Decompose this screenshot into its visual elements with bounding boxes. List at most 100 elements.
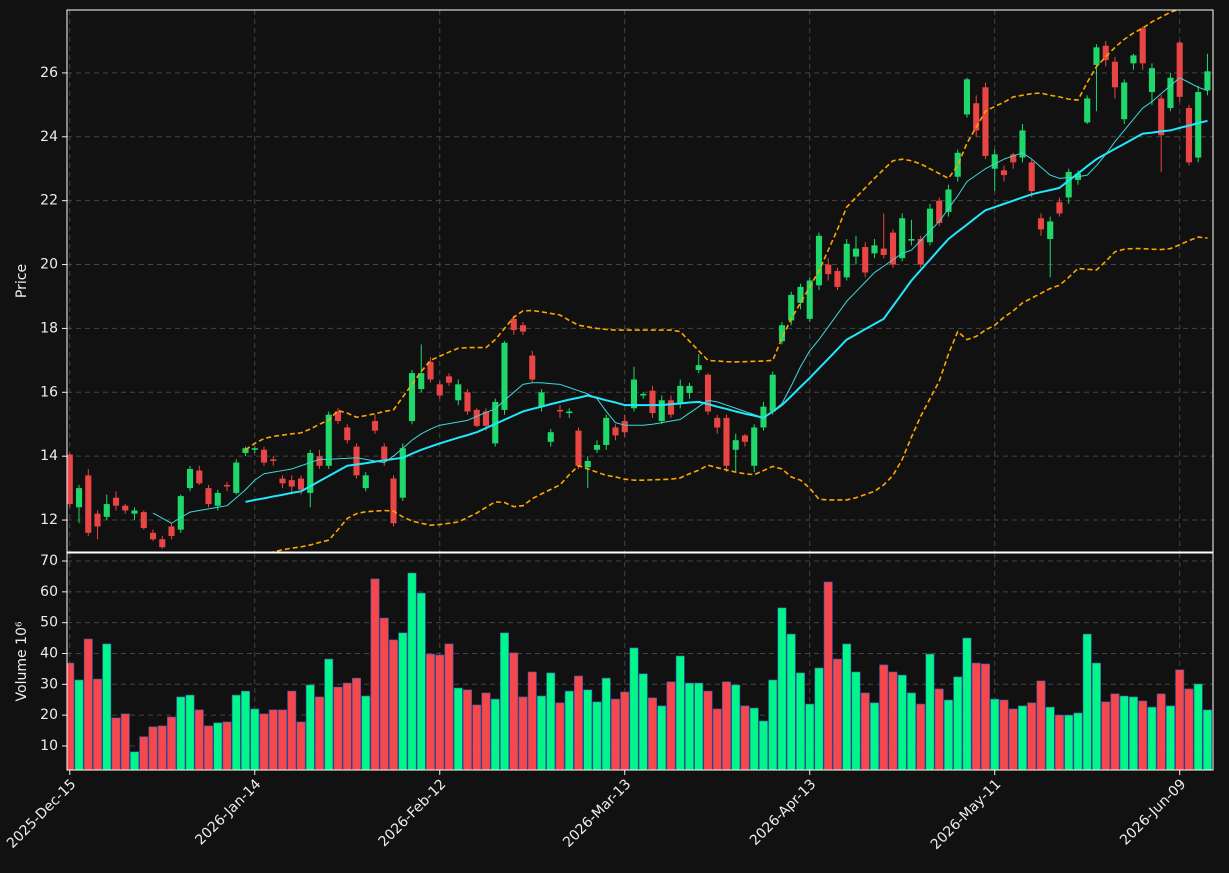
candle-body [510, 318, 517, 331]
volume-bar [231, 694, 241, 770]
candle-body [260, 449, 268, 463]
volume-bar [870, 702, 879, 770]
volume-plot [67, 553, 1213, 770]
volume-bar [204, 725, 213, 770]
volume-bar [675, 655, 685, 770]
candle-body [954, 152, 961, 177]
volume-bar [1138, 700, 1148, 770]
volume-bar [962, 637, 972, 770]
volume-bar [1175, 669, 1185, 770]
volume-bar [268, 709, 278, 770]
candle-body [714, 417, 721, 428]
y-tick-label: 24 [40, 129, 58, 145]
candle-body [279, 478, 286, 484]
volume-bar [102, 643, 112, 770]
volume-bar [453, 687, 463, 770]
volume-bar [278, 709, 287, 770]
y-tick-label: 14 [40, 448, 58, 464]
volume-bar [426, 653, 435, 770]
volume-bar [916, 703, 926, 770]
volume-bar [1045, 706, 1055, 770]
candle-body [982, 87, 989, 156]
candle-body [936, 200, 943, 224]
volume-bar [999, 699, 1009, 770]
candle-body [1000, 170, 1008, 176]
volume-bar [296, 721, 306, 770]
y-tick-label: 18 [40, 320, 58, 336]
volume-bar [1054, 714, 1064, 770]
candle-body [464, 392, 471, 412]
candle-body [242, 448, 249, 453]
volume-bar [786, 633, 796, 770]
volume-bar [796, 672, 805, 770]
volume-bar [546, 672, 556, 770]
y-axis-label: Volume 10⁶ [14, 621, 30, 701]
candle-body [788, 294, 795, 321]
volume-bar [722, 681, 731, 770]
volume-bar [1156, 693, 1166, 770]
volume-bar [67, 662, 75, 770]
candle-body [991, 154, 998, 169]
candle-body [945, 189, 952, 212]
candle-body [593, 445, 601, 450]
line-series [245, 10, 1180, 451]
volume-bar [990, 698, 1000, 770]
candle-body [214, 492, 221, 506]
candle-body [492, 401, 499, 444]
candle-body [112, 497, 120, 506]
volume-bar [463, 689, 472, 770]
candle-body [917, 239, 924, 265]
volume-bar [851, 671, 861, 770]
candle-body [667, 400, 675, 415]
candle-body [871, 245, 878, 254]
candle-body [843, 243, 850, 278]
candle-body [899, 218, 906, 259]
y-axis-label: Price [14, 264, 30, 298]
panel-frame [66, 9, 1214, 553]
volume-bar [305, 684, 315, 770]
candle-body [584, 460, 591, 468]
y-tick-label: 20 [40, 257, 58, 273]
candle-body [85, 475, 92, 533]
volume-bar [1147, 706, 1157, 770]
candle-body [67, 454, 73, 505]
candle-body [140, 512, 147, 529]
candle-body [630, 379, 638, 409]
volume-bar [842, 643, 852, 770]
candle-body [1084, 98, 1091, 123]
volume-bar [444, 643, 454, 770]
y-tick-label: 12 [40, 512, 58, 528]
candle-body [1121, 82, 1128, 120]
candle-body [640, 393, 647, 396]
candle-body [852, 248, 860, 257]
candle-body [1047, 221, 1054, 240]
candle-body [862, 246, 869, 273]
candle-body [1195, 92, 1202, 158]
volume-bar [611, 698, 620, 770]
volume-bar [250, 708, 260, 770]
candle-body [612, 427, 619, 436]
volume-bar [518, 696, 528, 770]
candle-body [288, 480, 295, 487]
volume-bar [555, 702, 565, 770]
volume-bar [1018, 705, 1027, 770]
candle-body [1010, 154, 1017, 163]
candle-body [677, 385, 684, 404]
volume-bar [537, 695, 546, 770]
volume-bar [638, 673, 648, 770]
candle-body [297, 478, 305, 490]
candle-body [603, 417, 610, 446]
line-series [245, 119, 1208, 503]
candle-body [196, 470, 203, 484]
candle-body [834, 270, 841, 287]
volume-bar [657, 705, 667, 770]
volume-bar [860, 692, 870, 770]
candle-body [973, 103, 980, 131]
volume-bar [185, 694, 195, 770]
volume-bar [509, 652, 519, 770]
candle-body [325, 414, 332, 466]
volume-bar [953, 676, 963, 770]
volume-bar [130, 751, 139, 770]
volume-bar [111, 717, 121, 770]
